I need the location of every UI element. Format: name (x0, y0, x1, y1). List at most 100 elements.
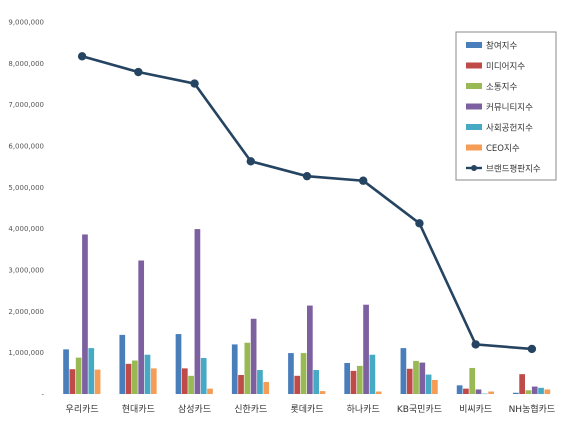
bar-1 (288, 353, 294, 394)
bar-5 (313, 370, 319, 394)
x-tick-label: NH농협카드 (509, 403, 556, 415)
x-tick-label: 하나카드 (347, 404, 380, 415)
bar-1 (63, 349, 69, 394)
legend-label: 소통지수 (486, 83, 517, 93)
bar-3 (188, 375, 194, 394)
line-series-group (77, 52, 537, 354)
bar-1 (512, 392, 519, 394)
legend-swatch (466, 42, 482, 48)
bar-6 (94, 369, 101, 394)
bar-2 (69, 369, 76, 394)
bar-3 (244, 342, 251, 394)
bar-5 (481, 393, 488, 395)
bar-2 (519, 374, 525, 394)
line-point (246, 157, 255, 166)
y-axis: - 1,000,000 2,000,000 3,000,000 4,000,000 5,0… (8, 19, 44, 399)
bar-4 (475, 389, 482, 394)
x-tick-label: 신한카드 (234, 404, 267, 415)
bar-5 (369, 354, 376, 394)
y-tick-label: 6,000,000 (8, 143, 44, 151)
bar-5 (88, 348, 95, 394)
bar-3 (413, 360, 419, 394)
legend-swatch (466, 83, 482, 89)
bar-6 (319, 391, 326, 394)
line-point (527, 344, 537, 354)
legend-label: 참여지수 (486, 41, 517, 52)
bar-2 (463, 388, 469, 394)
bar-2 (350, 370, 357, 394)
y-tick-label: 4,000,000 (8, 225, 44, 233)
bar-6 (150, 368, 157, 394)
bar-5 (144, 354, 151, 394)
bar-3 (525, 390, 532, 394)
bar-2 (294, 375, 301, 394)
legend-label: 미디어지수 (486, 61, 525, 72)
line-point (77, 52, 87, 61)
legend-swatch (466, 124, 482, 130)
bar-1 (175, 334, 182, 394)
bar-6 (263, 382, 270, 394)
bar-2 (238, 374, 244, 394)
bar-4 (363, 304, 369, 394)
y-tick-label: 2,000,000 (8, 308, 44, 316)
bar-4 (82, 234, 88, 394)
legend-swatch (466, 103, 482, 110)
bar-4 (307, 305, 313, 394)
x-tick-label: 우리카드 (66, 404, 99, 415)
bar-6 (488, 391, 494, 394)
bar-5 (425, 374, 432, 394)
line-point (302, 171, 312, 181)
bar-4 (531, 386, 538, 394)
bar-6 (544, 389, 551, 394)
x-tick-label: 롯데카드 (290, 404, 323, 415)
legend-swatch (466, 62, 482, 69)
x-tick-label: KB국민카드 (397, 404, 442, 415)
y-tick-label: - (41, 391, 44, 399)
bar-2 (125, 363, 132, 394)
y-tick-label: 3,000,000 (8, 267, 44, 275)
bar-1 (344, 363, 351, 394)
bar-5 (200, 358, 207, 394)
y-tick-label: 5,000,000 (8, 184, 44, 192)
y-tick-label: 7,000,000 (8, 101, 44, 109)
bar-3 (75, 357, 82, 394)
x-tick-label: 현대카드 (122, 404, 155, 415)
x-tick-label: 비씨카드 (459, 404, 492, 415)
legend-label: CEO지수 (486, 144, 520, 154)
bar-3 (300, 353, 307, 394)
line-point (190, 79, 199, 88)
bar-4 (419, 362, 426, 394)
line-point (359, 176, 368, 185)
y-tick-label: 9,000,000 (8, 19, 44, 27)
line-point (471, 340, 480, 349)
bar-5 (257, 370, 263, 394)
bar-6 (432, 379, 438, 394)
bar-2 (181, 368, 188, 394)
x-axis-labels: 우리카드 현대카드 삼성카드 신한카드 롯데카드 하나카드 KB국민카드 비씨카드 NH농협카드 (66, 403, 556, 415)
bar-1 (231, 344, 238, 394)
bar-5 (538, 387, 544, 394)
bar-1 (400, 348, 407, 394)
legend-line-marker (471, 165, 477, 171)
x-tick-label: 삼성카드 (178, 404, 211, 415)
legend-label: 커뮤니티지수 (486, 102, 533, 113)
bar-3 (469, 367, 476, 394)
legend-label: 브랜드평판지수 (486, 164, 541, 175)
bar-3 (356, 365, 363, 394)
y-tick-label: 1,000,000 (8, 349, 44, 357)
bar-series-group (63, 229, 551, 395)
legend-swatch (466, 144, 482, 151)
bar-2 (406, 368, 413, 394)
bar-1 (456, 385, 463, 394)
bar-1 (119, 334, 126, 394)
bar-3 (132, 360, 138, 394)
line-point (415, 219, 424, 228)
bar-6 (207, 388, 213, 394)
line-point (134, 67, 143, 77)
bar-4 (194, 229, 201, 394)
bar-4 (250, 318, 257, 394)
bar-6 (375, 391, 382, 394)
bar-4 (138, 260, 145, 394)
